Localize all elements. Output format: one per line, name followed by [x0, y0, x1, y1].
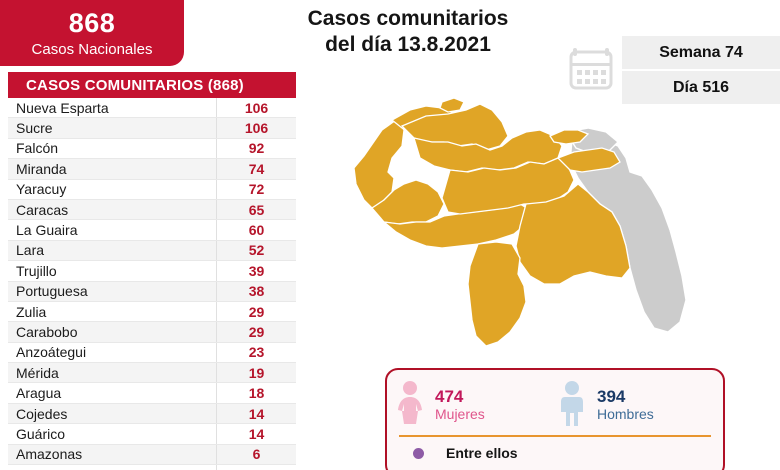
row-state-name: La Guaira	[16, 222, 78, 239]
table-row: Lara 52	[8, 240, 296, 262]
table-body: Nueva Esparta 106 Sucre 106 Falcón 92 Miranda 7…	[8, 98, 296, 470]
row-case-count: 14	[216, 424, 296, 444]
row-state-name: Sucre	[16, 120, 53, 137]
row-state-name: Caracas	[16, 201, 69, 218]
row-state-name: Amazonas	[16, 446, 83, 463]
row-case-count: 60	[216, 220, 296, 240]
gender-breakdown-panel: 474 Mujeres 394 Hombres	[385, 368, 725, 470]
table-row: La Guaira 60	[8, 220, 296, 241]
women-stat: 474 Mujeres	[393, 376, 555, 433]
row-case-count: 106	[216, 98, 296, 118]
table-header: CASOS COMUNITARIOS (868)	[8, 72, 296, 98]
national-cases-badge: 868 Casos Nacionales	[0, 0, 184, 66]
table-row: Mérida 19	[8, 363, 296, 384]
row-case-count: 14	[216, 403, 296, 424]
row-state-name: Yaracuy	[16, 181, 67, 198]
table-row: Carabobo 29	[8, 322, 296, 343]
women-label: Mujeres	[435, 406, 485, 423]
table-row: Aragua 18	[8, 383, 296, 404]
row-case-count: 72	[216, 179, 296, 199]
row-state-name: Aragua	[16, 385, 62, 402]
page-title-line-2: del día 13.8.2021	[325, 32, 491, 56]
table-row: Miranda 74	[8, 159, 296, 180]
table-row: Cojedes 14	[8, 403, 296, 425]
row-state-name: Trujillo	[16, 262, 57, 279]
community-cases-table: CASOS COMUNITARIOS (868) Nueva Esparta 10…	[8, 72, 296, 470]
week-badge: Semana 74	[622, 36, 780, 69]
row-state-name: Guárico	[16, 425, 66, 442]
row-case-count: 19	[216, 363, 296, 383]
table-row: Amazonas 6	[8, 444, 296, 466]
table-row: Zulia 29	[8, 301, 296, 323]
row-state-name: Lara	[16, 242, 45, 259]
row-case-count: 6	[216, 444, 296, 465]
table-row: Nueva Esparta 106	[8, 98, 296, 119]
national-cases-label: Casos Nacionales	[31, 40, 153, 58]
men-label: Hombres	[597, 406, 654, 423]
row-state-name: Mérida	[16, 364, 59, 381]
row-case-count: 38	[216, 281, 296, 301]
row-state-name: Cojedes	[16, 405, 68, 422]
table-row: Anzoátegui 23	[8, 342, 296, 364]
men-text: 394 Hombres	[597, 387, 654, 423]
row-case-count: 74	[216, 159, 296, 179]
row-case-count: 5	[216, 465, 296, 470]
row-state-name: Portuguesa	[16, 283, 88, 300]
period-badges: Semana 74 Día 516	[622, 36, 780, 104]
men-stat: 394 Hombres	[555, 376, 717, 433]
row-case-count: 52	[216, 240, 296, 261]
table-row: Trujillo 39	[8, 261, 296, 282]
national-cases-number: 868	[68, 7, 116, 38]
female-icon	[393, 380, 427, 430]
table-row: Caracas 65	[8, 199, 296, 221]
row-case-count: 29	[216, 301, 296, 322]
men-count: 394	[597, 386, 626, 406]
entre-ellos-row: Entre ellos	[387, 437, 723, 461]
row-case-count: 18	[216, 383, 296, 403]
table-row: Guárico 14	[8, 424, 296, 445]
row-case-count: 106	[216, 118, 296, 138]
row-state-name: Carabobo	[16, 323, 78, 340]
venezuela-map	[330, 80, 780, 370]
women-text: 474 Mujeres	[435, 387, 485, 423]
period-meta-block: Semana 74 Día 516	[560, 36, 780, 104]
row-state-name: Falcón	[16, 140, 59, 157]
page-title-line-1: Casos comunitarios	[307, 7, 509, 30]
calendar-icon	[568, 45, 614, 91]
bullet-dot-icon	[413, 447, 424, 459]
row-state-name: Anzoátegui	[16, 344, 87, 361]
panel-divider	[399, 435, 711, 437]
table-row: Sucre 106	[8, 118, 296, 139]
table-row: Barinas5	[8, 465, 296, 470]
row-state-name: Nueva Esparta	[16, 99, 109, 116]
row-state-name: Miranda	[16, 160, 67, 177]
row-case-count: 23	[216, 342, 296, 363]
gender-row: 474 Mujeres 394 Hombres	[387, 370, 723, 433]
table-row: Portuguesa 38	[8, 281, 296, 302]
row-case-count: 92	[216, 138, 296, 159]
row-case-count: 39	[216, 261, 296, 281]
row-state-name: Barinas	[8, 467, 216, 470]
women-count: 474	[435, 386, 464, 406]
entre-ellos-label: Entre ellos	[446, 445, 518, 461]
table-row: Yaracuy 72	[8, 179, 296, 200]
table-row: Falcón 92	[8, 138, 296, 160]
row-case-count: 29	[216, 322, 296, 342]
row-case-count: 65	[216, 199, 296, 220]
male-icon	[555, 380, 589, 430]
day-badge: Día 516	[622, 71, 780, 104]
row-state-name: Zulia	[16, 303, 47, 320]
page-title: Casos comunitarios del día 13.8.2021	[258, 6, 558, 57]
